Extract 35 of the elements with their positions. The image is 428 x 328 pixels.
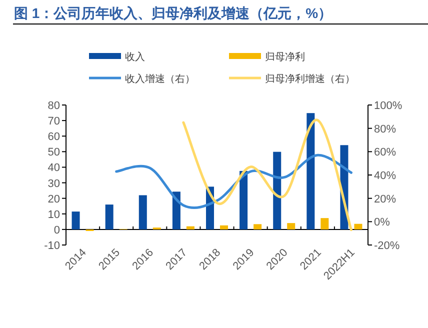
- bar: [186, 226, 194, 230]
- legend-label: 归母净利: [265, 51, 305, 63]
- bar: [138, 195, 147, 230]
- bar: [240, 170, 248, 230]
- y2-tick-label: 100%: [374, 100, 402, 112]
- bar: [254, 224, 262, 230]
- bar: [306, 113, 315, 230]
- chart-title: 图 1：公司历年收入、归母净利及增速（亿元，%）: [14, 5, 332, 21]
- bar: [287, 223, 296, 230]
- y2-tick-label: 80%: [374, 123, 396, 136]
- y2-tick-label: -20%: [374, 240, 400, 252]
- y-tick-label: -10: [44, 240, 60, 252]
- y2-tick-label: 20%: [374, 193, 396, 206]
- y-tick-label: 60: [48, 131, 60, 144]
- y-tick-label: 80: [48, 100, 60, 112]
- y2-tick-label: 0%: [374, 216, 390, 229]
- bar: [273, 152, 282, 230]
- y2-tick-label: 60%: [374, 146, 396, 159]
- legend-label: 收入: [125, 51, 145, 63]
- legend-label: 归母净利增速（右）: [265, 73, 355, 85]
- y-tick-label: 10: [48, 208, 60, 221]
- y-tick-label: 0: [54, 224, 60, 236]
- bar: [105, 204, 114, 230]
- bar: [72, 212, 80, 230]
- bar: [354, 224, 362, 230]
- y-tick-label: 40: [48, 162, 60, 174]
- bar: [320, 218, 329, 230]
- bar: [172, 192, 180, 230]
- bar: [220, 225, 228, 230]
- y-tick-label: 50: [48, 146, 60, 159]
- y-tick-label: 70: [48, 116, 60, 128]
- legend-label: 收入增速（右）: [125, 73, 195, 85]
- y-tick-label: 20: [48, 193, 60, 206]
- y2-tick-label: 40%: [374, 170, 396, 182]
- y-tick-label: 30: [48, 178, 60, 190]
